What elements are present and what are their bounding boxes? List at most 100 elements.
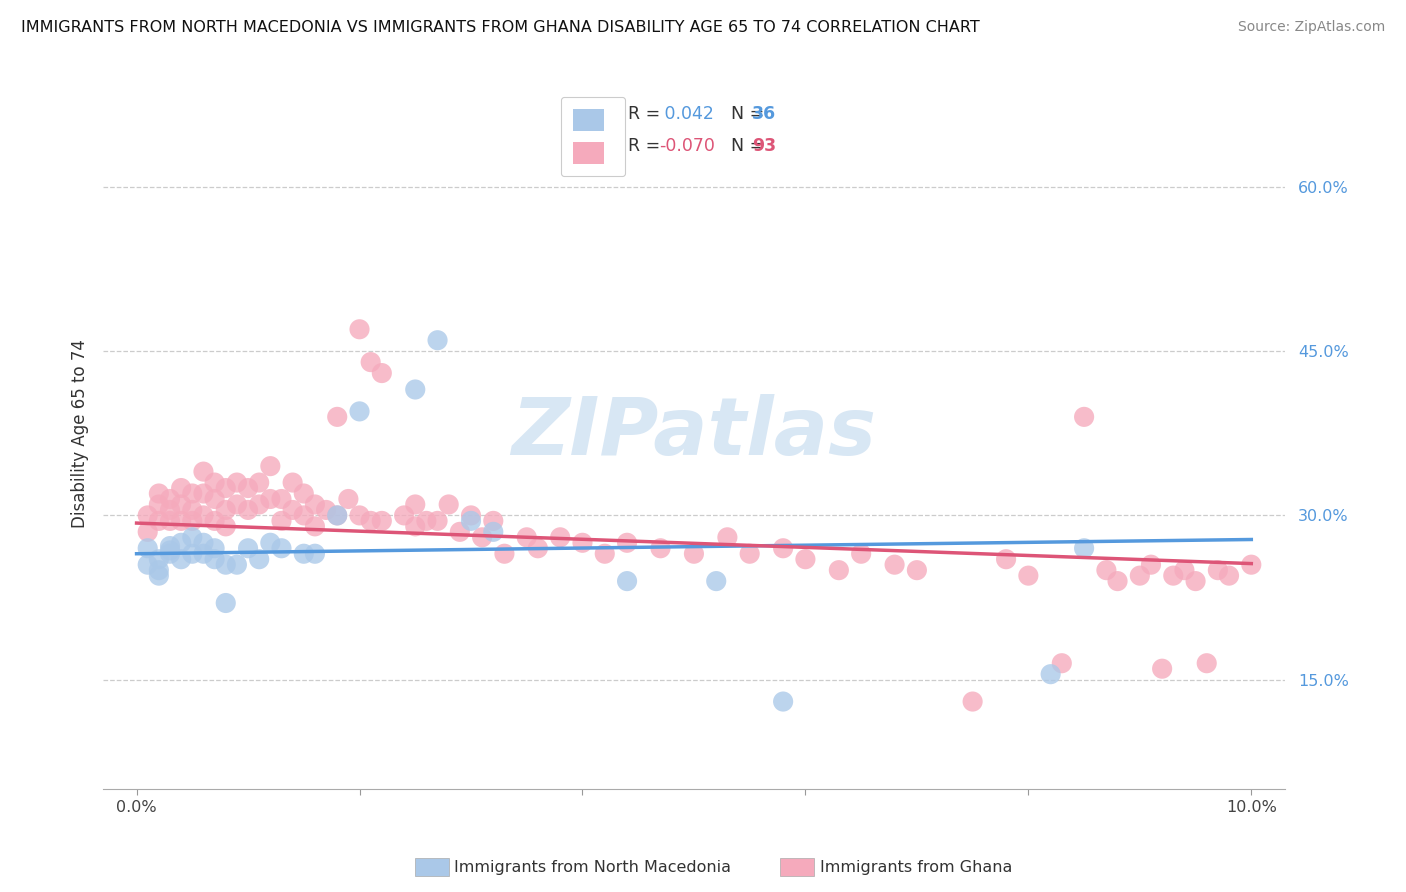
Point bbox=[215, 558, 238, 572]
Text: Source: ZipAtlas.com: Source: ZipAtlas.com bbox=[1237, 20, 1385, 34]
Point bbox=[371, 366, 394, 380]
Point bbox=[304, 547, 326, 561]
Point bbox=[270, 491, 292, 506]
Point bbox=[516, 530, 538, 544]
Point bbox=[650, 541, 672, 556]
Point bbox=[716, 530, 738, 544]
Point bbox=[527, 541, 550, 556]
Point bbox=[962, 694, 984, 708]
Point bbox=[404, 519, 426, 533]
Point bbox=[304, 519, 326, 533]
Point bbox=[204, 491, 226, 506]
Point bbox=[170, 536, 193, 550]
Point bbox=[437, 498, 460, 512]
Text: ZIPatlas: ZIPatlas bbox=[512, 394, 876, 472]
Point bbox=[181, 547, 204, 561]
Y-axis label: Disability Age 65 to 74: Disability Age 65 to 74 bbox=[72, 339, 89, 528]
Point bbox=[193, 465, 215, 479]
Point bbox=[415, 514, 437, 528]
Point bbox=[315, 503, 337, 517]
Text: N =: N = bbox=[720, 137, 769, 155]
Text: R =: R = bbox=[628, 137, 666, 155]
Point bbox=[1152, 662, 1174, 676]
Point bbox=[292, 508, 315, 523]
Point bbox=[1073, 541, 1095, 556]
Point bbox=[1107, 574, 1129, 588]
Point bbox=[159, 491, 181, 506]
Point bbox=[170, 514, 193, 528]
Point bbox=[426, 514, 449, 528]
Text: IMMIGRANTS FROM NORTH MACEDONIA VS IMMIGRANTS FROM GHANA DISABILITY AGE 65 TO 74: IMMIGRANTS FROM NORTH MACEDONIA VS IMMIG… bbox=[21, 20, 980, 35]
Text: N =: N = bbox=[720, 105, 769, 123]
Point bbox=[204, 552, 226, 566]
Point bbox=[270, 514, 292, 528]
Point bbox=[1240, 558, 1263, 572]
Point bbox=[1073, 409, 1095, 424]
Point bbox=[181, 514, 204, 528]
Point bbox=[883, 558, 905, 572]
Point bbox=[259, 536, 281, 550]
Point bbox=[995, 552, 1018, 566]
Point bbox=[349, 404, 371, 418]
Point bbox=[247, 498, 270, 512]
Point bbox=[215, 503, 238, 517]
Point bbox=[270, 541, 292, 556]
Point bbox=[828, 563, 851, 577]
Text: 36: 36 bbox=[752, 105, 776, 123]
Point bbox=[326, 409, 349, 424]
Point bbox=[181, 530, 204, 544]
Point bbox=[494, 547, 516, 561]
Point bbox=[1095, 563, 1118, 577]
Point bbox=[148, 486, 170, 500]
Point bbox=[170, 481, 193, 495]
Point bbox=[905, 563, 928, 577]
Point bbox=[482, 514, 505, 528]
Point bbox=[148, 552, 170, 566]
Point bbox=[281, 475, 304, 490]
Text: -0.070: -0.070 bbox=[659, 137, 716, 155]
Point bbox=[136, 508, 159, 523]
Point bbox=[281, 503, 304, 517]
Point bbox=[616, 536, 638, 550]
Point bbox=[1129, 568, 1152, 582]
Point bbox=[772, 694, 794, 708]
Point bbox=[136, 558, 159, 572]
Point bbox=[1161, 568, 1184, 582]
Point bbox=[1173, 563, 1195, 577]
Point bbox=[1184, 574, 1206, 588]
Point bbox=[304, 498, 326, 512]
Point bbox=[159, 503, 181, 517]
Point bbox=[738, 547, 761, 561]
Point bbox=[236, 541, 259, 556]
Point bbox=[259, 459, 281, 474]
Point bbox=[181, 503, 204, 517]
Point bbox=[1039, 667, 1062, 681]
Point bbox=[225, 558, 247, 572]
Point bbox=[471, 530, 494, 544]
Point bbox=[215, 519, 238, 533]
Point bbox=[326, 508, 349, 523]
Text: 93: 93 bbox=[752, 137, 776, 155]
Point bbox=[1218, 568, 1240, 582]
Point bbox=[794, 552, 817, 566]
Point bbox=[349, 322, 371, 336]
Point bbox=[593, 547, 616, 561]
Point bbox=[225, 498, 247, 512]
Point bbox=[148, 563, 170, 577]
Point bbox=[159, 514, 181, 528]
Point bbox=[148, 498, 170, 512]
Point bbox=[148, 568, 170, 582]
Point bbox=[616, 574, 638, 588]
Point bbox=[349, 508, 371, 523]
Point bbox=[193, 486, 215, 500]
Point bbox=[247, 552, 270, 566]
Point bbox=[1206, 563, 1229, 577]
Point bbox=[215, 596, 238, 610]
Point bbox=[159, 547, 181, 561]
Point bbox=[371, 514, 394, 528]
Point bbox=[159, 543, 181, 558]
Point bbox=[204, 475, 226, 490]
Point bbox=[1050, 657, 1073, 671]
Point bbox=[136, 524, 159, 539]
Text: 0.042: 0.042 bbox=[659, 105, 714, 123]
